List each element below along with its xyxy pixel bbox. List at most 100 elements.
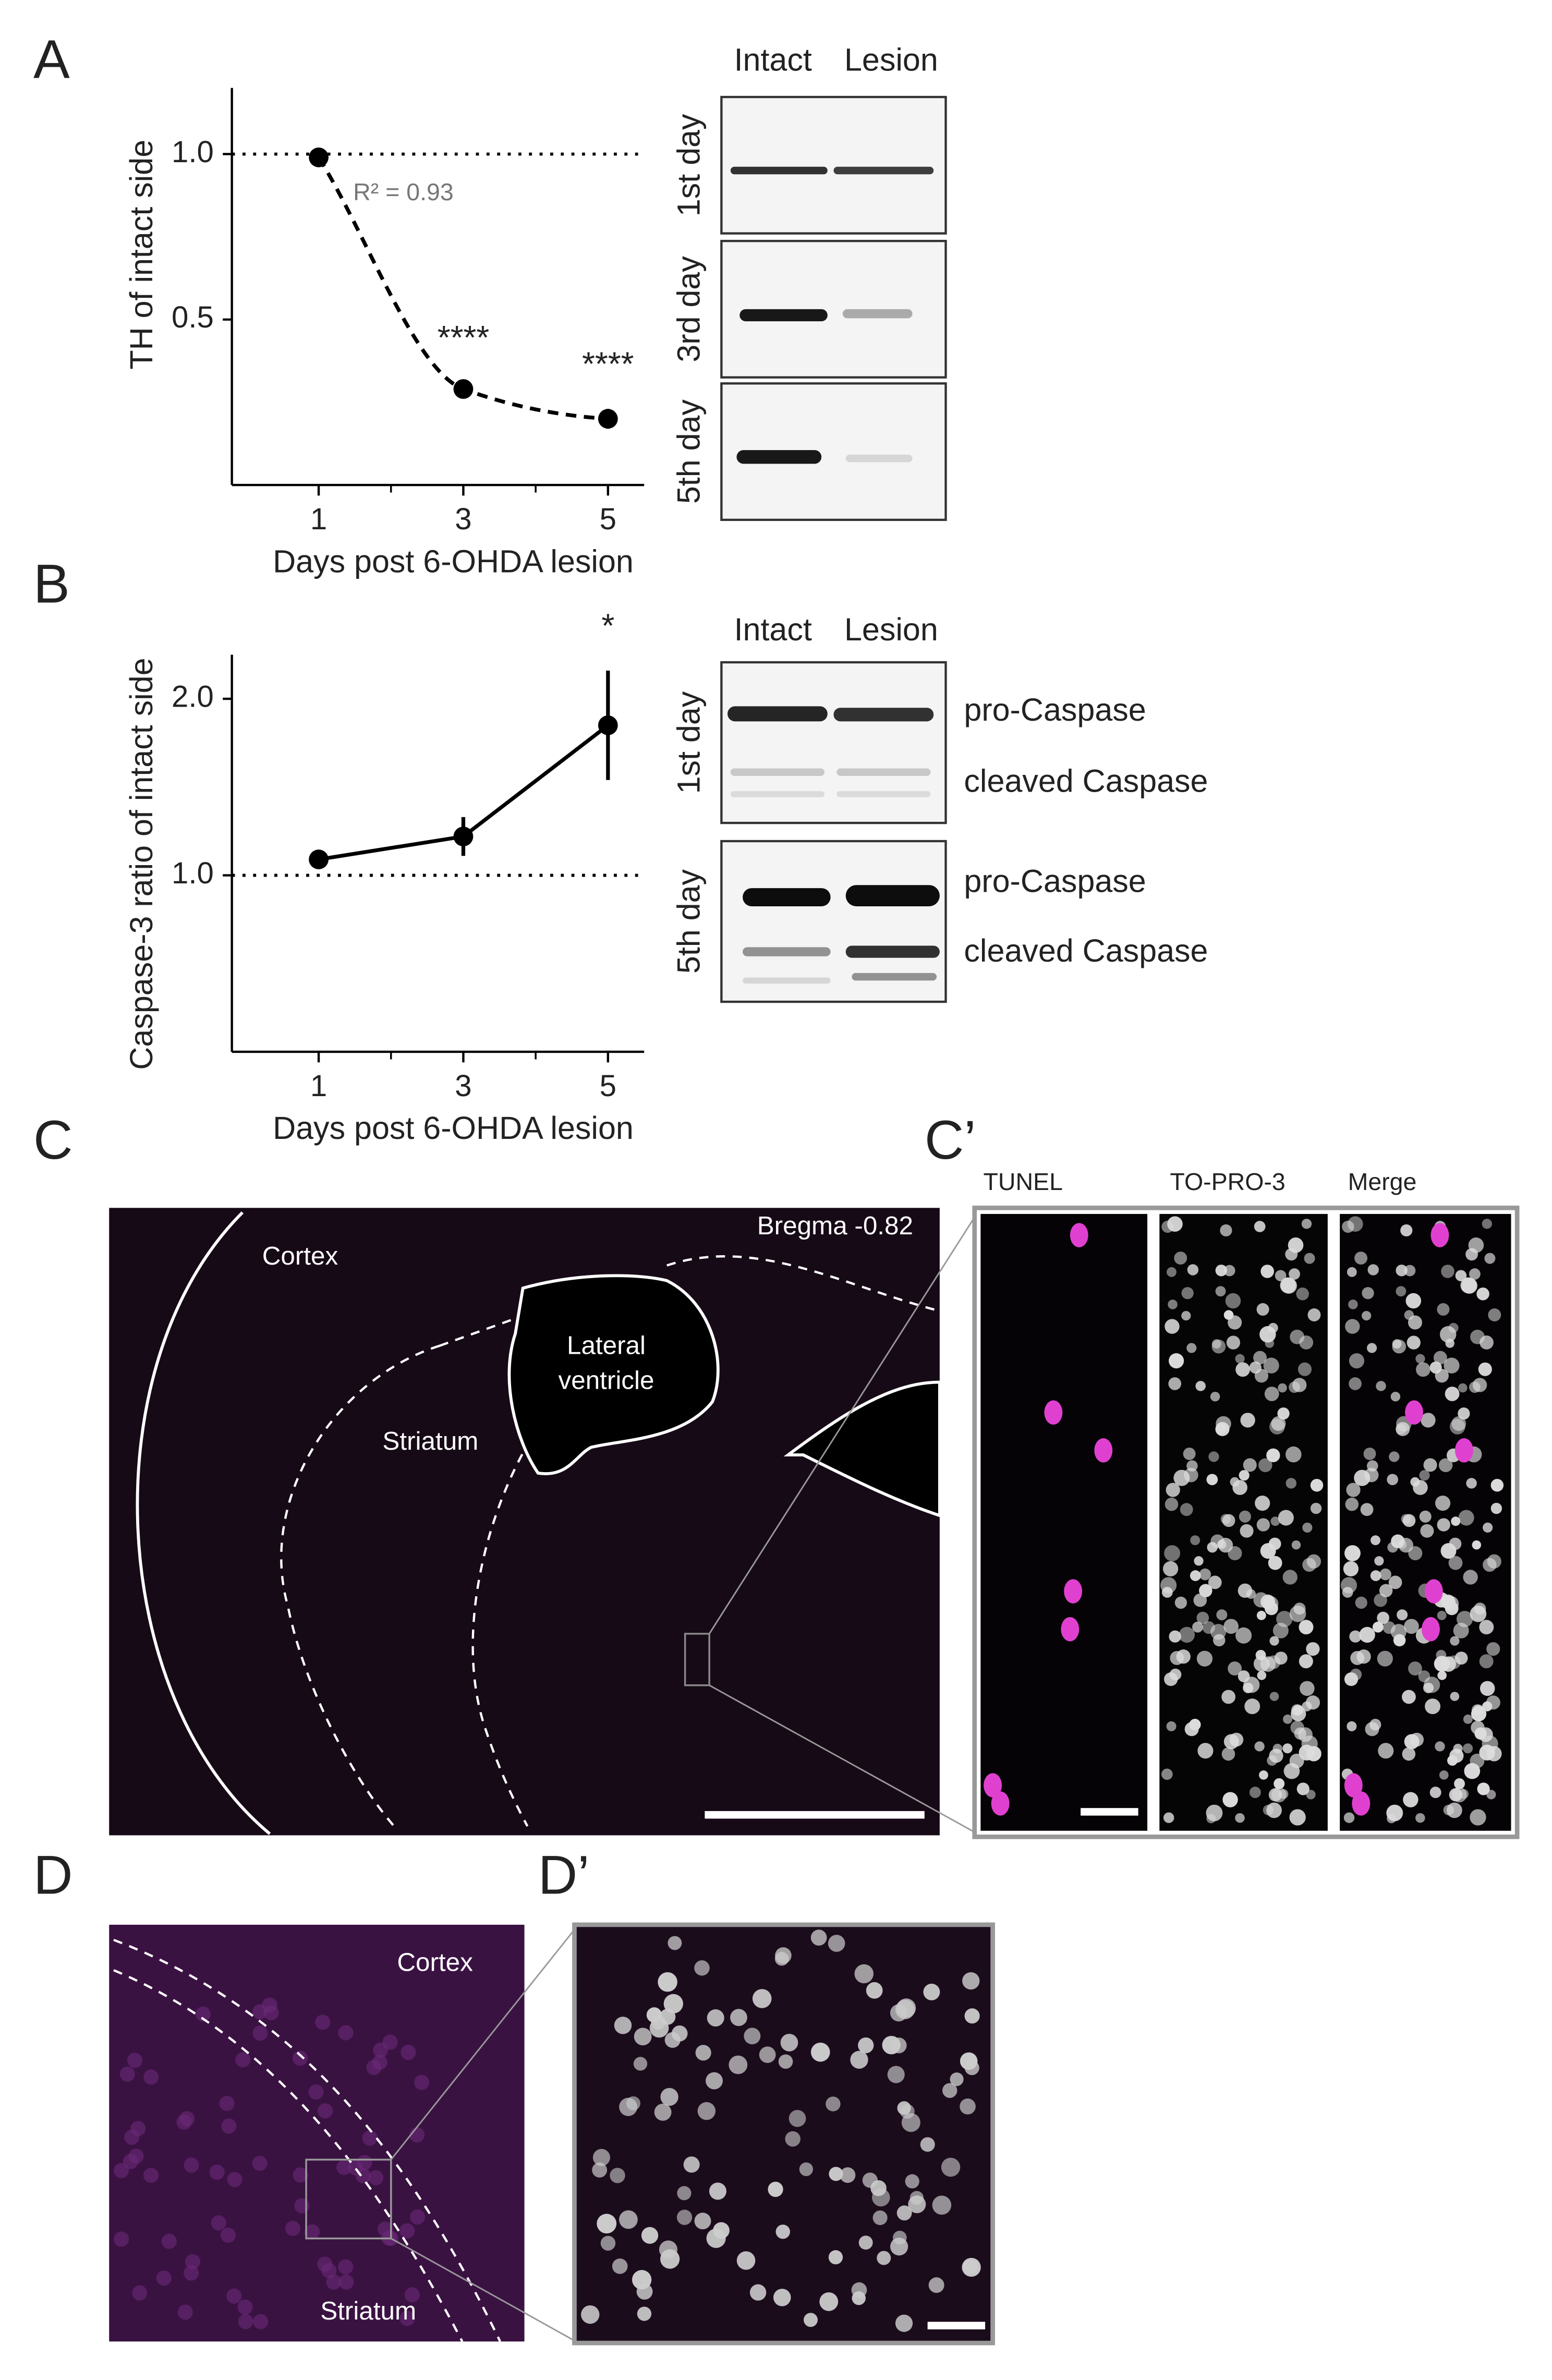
cell bbox=[1289, 1809, 1306, 1826]
cell bbox=[1454, 1652, 1468, 1665]
cell bbox=[119, 2066, 135, 2082]
band bbox=[836, 768, 931, 776]
band-label: cleaved Caspase bbox=[964, 933, 1208, 968]
cell bbox=[1405, 1293, 1422, 1309]
cell bbox=[1415, 1354, 1425, 1364]
panel-label: B bbox=[33, 553, 70, 614]
cell bbox=[1488, 1308, 1501, 1321]
cell bbox=[1310, 1502, 1322, 1514]
cell bbox=[326, 2274, 342, 2290]
cell bbox=[1419, 1470, 1430, 1481]
cell bbox=[1372, 1621, 1384, 1633]
cell bbox=[1449, 1788, 1463, 1802]
cell bbox=[1401, 1514, 1411, 1524]
cell bbox=[252, 2025, 268, 2041]
cell bbox=[1369, 1719, 1381, 1731]
cell bbox=[706, 2072, 723, 2090]
cell bbox=[1483, 1558, 1497, 1572]
cell bbox=[1354, 1470, 1371, 1486]
cell bbox=[1270, 1516, 1280, 1526]
cell bbox=[695, 2045, 711, 2061]
cell bbox=[1445, 1387, 1460, 1401]
cell bbox=[1189, 1719, 1201, 1731]
cell bbox=[633, 2057, 648, 2071]
cell bbox=[1190, 1570, 1201, 1581]
cell bbox=[1300, 1681, 1315, 1696]
cell bbox=[1255, 1495, 1270, 1511]
row-label: 1st day bbox=[671, 114, 706, 216]
cell bbox=[237, 2299, 253, 2315]
band bbox=[743, 888, 831, 906]
cell bbox=[1289, 1268, 1300, 1280]
cell bbox=[123, 2154, 139, 2169]
cell bbox=[132, 2285, 148, 2301]
annotation: **** bbox=[582, 345, 634, 383]
cell bbox=[1437, 1518, 1450, 1532]
cell bbox=[1259, 1326, 1276, 1343]
cell bbox=[1396, 1286, 1406, 1297]
cell bbox=[1197, 1743, 1214, 1759]
cell bbox=[1253, 1351, 1267, 1365]
cell bbox=[1344, 1545, 1361, 1561]
cell bbox=[1195, 1381, 1206, 1391]
cell bbox=[161, 2233, 177, 2249]
micrograph-c: Cortex Lateral ventricle Striatum Bregma… bbox=[109, 1208, 978, 1836]
tunel-cell bbox=[1405, 1400, 1423, 1425]
cell bbox=[610, 2168, 625, 2183]
cell bbox=[632, 2270, 652, 2290]
cell bbox=[1302, 1558, 1316, 1572]
cell bbox=[1249, 1787, 1261, 1799]
cell bbox=[1165, 1497, 1179, 1511]
cell bbox=[942, 2083, 957, 2098]
cell bbox=[1225, 1293, 1241, 1309]
tunel-cell bbox=[1424, 1579, 1443, 1604]
data-point bbox=[309, 147, 329, 167]
cell bbox=[209, 2164, 225, 2180]
cell bbox=[1397, 1539, 1407, 1549]
bregma-label: Bregma -0.82 bbox=[757, 1211, 913, 1240]
cell bbox=[1397, 1609, 1408, 1621]
cell bbox=[219, 2096, 235, 2111]
cell bbox=[1429, 1361, 1442, 1374]
annotation: R² = 0.93 bbox=[353, 178, 454, 205]
cell bbox=[964, 2008, 980, 2024]
band bbox=[743, 947, 831, 956]
cell bbox=[709, 2182, 726, 2200]
cell bbox=[293, 2167, 308, 2183]
cell bbox=[1463, 1570, 1478, 1585]
y-tick-label: 1.0 bbox=[172, 135, 214, 169]
cell bbox=[1278, 1383, 1287, 1393]
data-point bbox=[453, 827, 474, 846]
cell bbox=[305, 2224, 320, 2240]
cell bbox=[1479, 1620, 1494, 1635]
series-line bbox=[317, 156, 609, 421]
cell bbox=[1306, 1642, 1320, 1656]
cell bbox=[1215, 1424, 1226, 1435]
row-label: 3rd day bbox=[671, 256, 706, 362]
cell bbox=[1169, 1630, 1181, 1643]
cell bbox=[1450, 1692, 1460, 1701]
cell bbox=[372, 2055, 387, 2070]
blots-a: Intact Lesion 1st day 3rd day 5th day bbox=[671, 42, 938, 504]
cell bbox=[1173, 1470, 1190, 1486]
cell bbox=[338, 2274, 354, 2290]
cell bbox=[664, 2032, 681, 2048]
cell bbox=[1169, 1353, 1184, 1369]
cell bbox=[694, 2213, 711, 2230]
cell bbox=[1356, 1649, 1371, 1664]
panel-label: D’ bbox=[538, 1844, 590, 1905]
cell bbox=[829, 2167, 843, 2181]
cell bbox=[840, 2167, 856, 2183]
cell bbox=[318, 2103, 333, 2119]
cell bbox=[1181, 1310, 1191, 1321]
cell bbox=[1477, 1782, 1490, 1795]
cell bbox=[1354, 1252, 1368, 1265]
cell bbox=[1193, 1593, 1207, 1607]
cell bbox=[1469, 1268, 1481, 1280]
cell bbox=[729, 2055, 748, 2074]
cell bbox=[1383, 1621, 1396, 1634]
cell bbox=[659, 2240, 677, 2259]
cell bbox=[1423, 1458, 1437, 1472]
cell bbox=[1215, 1265, 1227, 1277]
cell bbox=[404, 2287, 420, 2303]
